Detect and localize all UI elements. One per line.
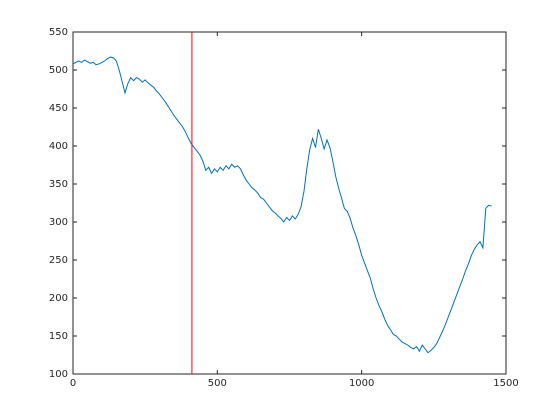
y-tick-label: 350 xyxy=(49,179,68,190)
x-tick-label: 0 xyxy=(70,378,76,389)
y-tick-label: 500 xyxy=(49,65,68,76)
y-tick-label: 200 xyxy=(49,293,68,304)
y-tick-label: 550 xyxy=(49,27,68,38)
x-tick-label: 1000 xyxy=(349,378,374,389)
y-tick-label: 150 xyxy=(49,331,68,342)
x-tick-label: 1500 xyxy=(493,378,518,389)
y-tick-label: 250 xyxy=(49,255,68,266)
y-tick-label: 450 xyxy=(49,103,68,114)
x-tick-label: 500 xyxy=(208,378,227,389)
data-line xyxy=(72,56,492,354)
y-tick-label: 100 xyxy=(49,369,68,380)
y-tick-label: 300 xyxy=(49,217,68,228)
plot-frame xyxy=(72,31,507,375)
y-tick-label: 400 xyxy=(49,141,68,152)
